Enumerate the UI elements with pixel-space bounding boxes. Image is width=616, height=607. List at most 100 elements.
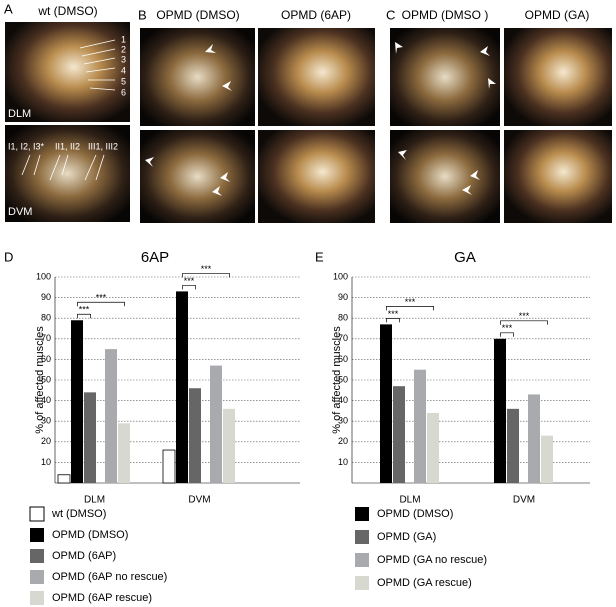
bar	[380, 324, 392, 483]
micrograph	[140, 28, 255, 126]
significance-label: ***	[96, 293, 107, 303]
micrograph	[258, 28, 375, 126]
y-tick-label: 10	[338, 457, 348, 467]
significance-bracket	[386, 306, 434, 311]
y-tick-label: 20	[41, 436, 51, 446]
image-caption: OPMD (DMSO )	[402, 8, 489, 22]
micrograph	[5, 125, 130, 222]
y-tick-label: 40	[338, 395, 348, 405]
panel-label: D	[4, 249, 13, 264]
bar	[189, 388, 201, 483]
y-tick-label: 80	[41, 313, 51, 323]
legend-swatch	[30, 528, 44, 542]
bar	[176, 291, 188, 483]
y-tick-label: 20	[338, 436, 348, 446]
legend-label: OPMD (GA)	[377, 531, 436, 543]
legend-label: OPMD (GA rescue)	[377, 577, 472, 589]
legend-swatch	[355, 507, 369, 521]
significance-bracket	[77, 301, 125, 307]
bar	[528, 394, 540, 483]
y-tick-label: 70	[338, 333, 348, 343]
bar	[71, 320, 83, 483]
significance-bracket	[182, 285, 196, 290]
muscle-subgroup: I1, I2, I3*	[8, 141, 45, 151]
image-caption: OPMD (6AP)	[281, 8, 351, 22]
y-axis-label: % of affected muscles	[34, 326, 46, 434]
significance-label: ***	[519, 311, 530, 321]
significance-label: ***	[184, 276, 195, 286]
y-axis-label: % of affected muscles	[331, 326, 343, 434]
significance-bracket	[500, 320, 548, 325]
bar	[427, 412, 439, 483]
muscle-number: 2	[121, 44, 126, 54]
legend-swatch	[355, 576, 369, 590]
bar	[162, 449, 176, 484]
bar	[84, 392, 96, 483]
significance-bracket	[500, 332, 514, 337]
chart-title: 6AP	[141, 249, 169, 266]
panel-label: A	[4, 1, 13, 16]
image-caption: wt (DMSO)	[37, 4, 97, 18]
y-tick-label: 100	[333, 271, 348, 281]
micrograph	[258, 130, 375, 223]
legend-swatch	[29, 506, 45, 522]
arrows	[145, 42, 496, 196]
bar	[393, 386, 405, 483]
legend-swatch	[30, 549, 44, 563]
micrograph	[504, 130, 612, 223]
legend-label: OPMD (DMSO)	[52, 529, 128, 541]
muscle-group-label: DVM	[8, 206, 32, 218]
significance-bracket	[77, 313, 91, 319]
bar	[414, 369, 426, 483]
panel-label: E	[315, 249, 324, 264]
y-tick-label: 70	[41, 333, 51, 343]
chart-title: GA	[454, 249, 476, 266]
muscle-subgroup: II1, II2	[55, 141, 80, 151]
significance-label: ***	[502, 323, 513, 333]
y-tick-label: 50	[41, 374, 51, 384]
bar	[541, 435, 553, 483]
muscle-number: 6	[121, 87, 126, 97]
micrograph	[5, 22, 130, 122]
bar	[507, 408, 519, 483]
y-tick-label: 90	[41, 292, 51, 302]
y-tick-label: 30	[338, 416, 348, 426]
muscle-number: 3	[121, 54, 126, 64]
legend-swatch	[355, 530, 369, 544]
y-tick-label: 80	[338, 313, 348, 323]
significance-label: ***	[79, 305, 90, 315]
bar	[494, 338, 506, 483]
bar	[210, 365, 222, 483]
y-tick-label: 90	[338, 292, 348, 302]
y-tick-label: 40	[41, 395, 51, 405]
legend-label: OPMD (6AP rescue)	[52, 592, 152, 604]
x-tick-label: DVM	[188, 495, 210, 506]
image-caption: OPMD (GA)	[525, 8, 590, 22]
muscle-number: 5	[121, 76, 126, 86]
y-tick-label: 100	[36, 271, 51, 281]
legend-swatch	[30, 570, 44, 584]
x-tick-label: DLM	[84, 495, 105, 506]
legend-label: OPMD (GA no rescue)	[377, 554, 487, 566]
micrograph	[140, 130, 255, 223]
y-tick-label: 10	[41, 457, 51, 467]
y-tick-label: 50	[338, 374, 348, 384]
bar	[105, 349, 117, 483]
muscle-group-label: DLM	[8, 108, 31, 120]
legend-label: wt (DMSO)	[51, 508, 106, 520]
significance-label: ***	[405, 297, 416, 307]
micrograph	[390, 28, 500, 126]
panel-label: B	[138, 7, 147, 22]
legend-label: OPMD (DMSO)	[377, 508, 453, 520]
legend-swatch	[355, 553, 369, 567]
panel-label: C	[386, 7, 395, 22]
legend-label: OPMD (6AP no rescue)	[52, 571, 167, 583]
legend-label: OPMD (6AP)	[52, 550, 116, 562]
image-caption: OPMD (DMSO)	[156, 8, 239, 22]
legend-swatch	[30, 591, 44, 605]
muscle-number: 4	[121, 65, 126, 75]
x-tick-label: DLM	[399, 495, 420, 506]
x-tick-label: DVM	[513, 495, 535, 506]
significance-label: ***	[388, 309, 399, 319]
